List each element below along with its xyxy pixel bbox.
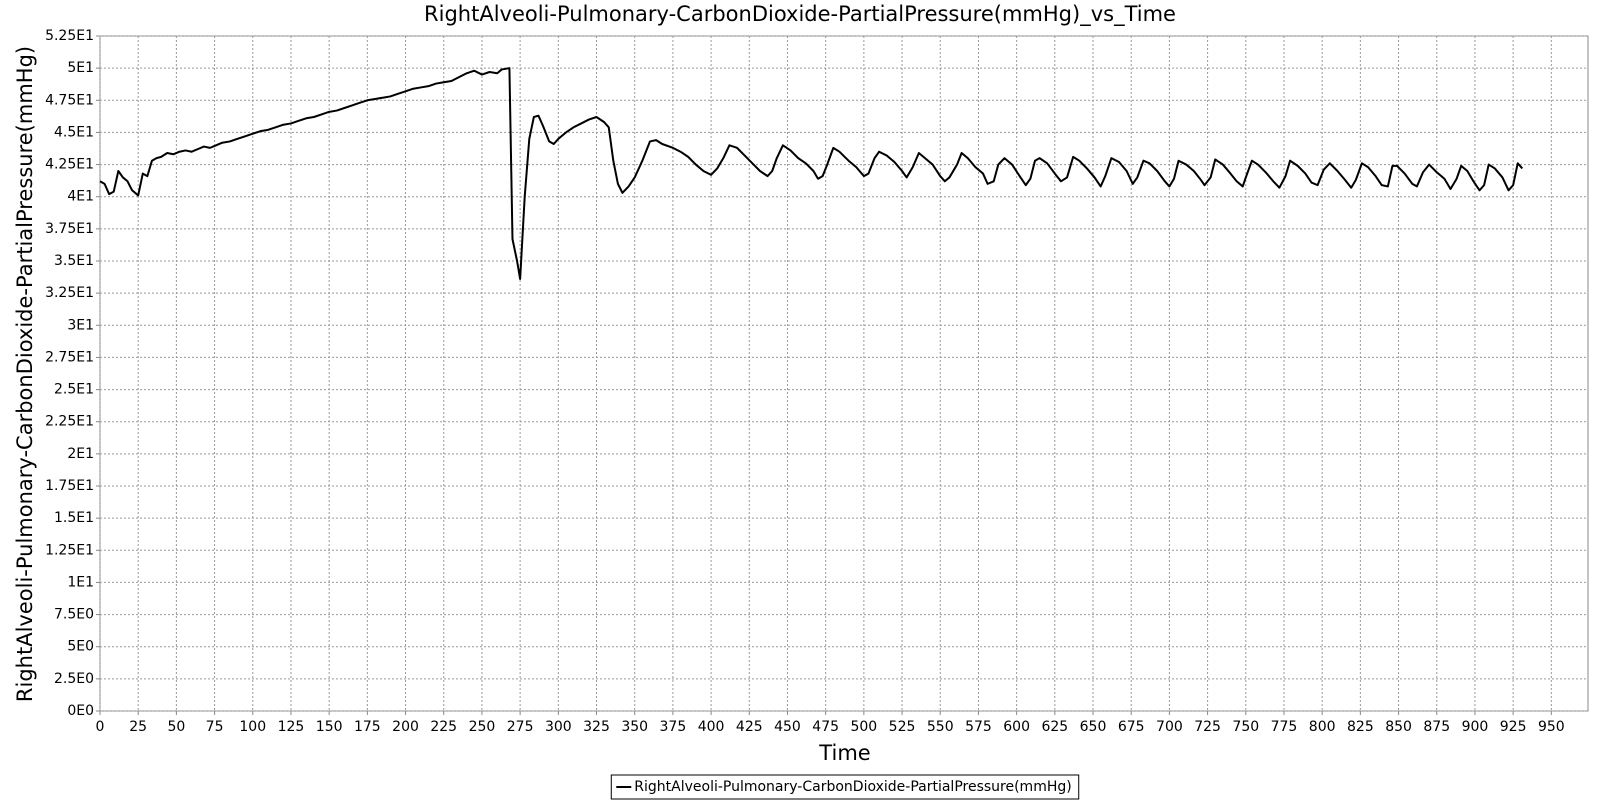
x-tick-label: 200 xyxy=(392,719,419,735)
y-tick-label: 3.25E1 xyxy=(45,285,94,301)
legend-box xyxy=(610,774,1080,800)
x-tick-label: 425 xyxy=(736,719,763,735)
y-tick-label: 3.75E1 xyxy=(45,221,94,237)
y-tick-label: 4.5E1 xyxy=(54,124,94,140)
x-tick-label: 525 xyxy=(889,719,916,735)
y-tick-label: 5E0 xyxy=(67,639,94,655)
x-tick-label: 675 xyxy=(1118,719,1145,735)
y-tick-label: 5E1 xyxy=(67,60,94,76)
x-tick-label: 75 xyxy=(206,719,224,735)
y-tick-label: 1E1 xyxy=(67,574,94,590)
x-tick-label: 800 xyxy=(1309,719,1336,735)
x-tick-label: 350 xyxy=(621,719,648,735)
x-tick-label: 750 xyxy=(1232,719,1259,735)
y-tick-label: 4.75E1 xyxy=(45,92,94,108)
y-tick-label: 1.5E1 xyxy=(54,510,94,526)
y-tick-label: 2.5E1 xyxy=(54,382,94,398)
data-line xyxy=(99,67,1524,280)
x-tick-label: 50 xyxy=(167,719,185,735)
y-tick-label: 1.75E1 xyxy=(45,478,94,494)
legend-label: RightAlveoli-Pulmonary-CarbonDioxide-Par… xyxy=(634,779,1071,795)
x-tick-label: 900 xyxy=(1462,719,1489,735)
y-tick-label: 0E0 xyxy=(67,703,94,719)
y-tick-label: 4E1 xyxy=(67,189,94,205)
x-tick-label: 275 xyxy=(507,719,534,735)
chart-title: RightAlveoli-Pulmonary-CarbonDioxide-Par… xyxy=(424,2,1176,27)
legend: RightAlveoli-Pulmonary-CarbonDioxide-Par… xyxy=(610,774,1080,800)
y-tick-label: 1.25E1 xyxy=(45,542,94,558)
x-tick-label: 725 xyxy=(1194,719,1221,735)
y-tick-label: 3E1 xyxy=(67,317,94,333)
y-tick-label: 2.25E1 xyxy=(45,414,94,430)
x-tick-label: 700 xyxy=(1156,719,1183,735)
x-tick-label: 625 xyxy=(1041,719,1068,735)
x-tick-label: 650 xyxy=(1080,719,1107,735)
x-tick-label: 175 xyxy=(354,719,381,735)
x-tick-label: 600 xyxy=(1003,719,1030,735)
y-tick-label: 5.25E1 xyxy=(45,28,94,44)
x-tick-label: 925 xyxy=(1500,719,1527,735)
x-axis-label: Time xyxy=(818,741,870,765)
x-tick-label: 875 xyxy=(1423,719,1450,735)
y-tick-label: 2E1 xyxy=(67,446,94,462)
x-tick-label: 0 xyxy=(96,719,105,735)
y-tick-label: 2.75E1 xyxy=(45,349,94,365)
x-tick-label: 25 xyxy=(129,719,147,735)
x-tick-label: 550 xyxy=(927,719,954,735)
x-tick-label: 375 xyxy=(660,719,687,735)
y-tick-label: 4.25E1 xyxy=(45,157,94,173)
x-tick-label: 450 xyxy=(774,719,801,735)
x-tick-label: 575 xyxy=(965,719,992,735)
y-tick-label: 7.5E0 xyxy=(54,607,94,623)
x-tick-label: 825 xyxy=(1347,719,1374,735)
plot-area xyxy=(99,35,1589,712)
x-tick-label: 225 xyxy=(430,719,457,735)
y-tick-label: 3.5E1 xyxy=(54,253,94,269)
x-tick-label: 500 xyxy=(850,719,877,735)
x-tick-label: 775 xyxy=(1271,719,1298,735)
x-tick-label: 475 xyxy=(812,719,839,735)
x-tick-label: 850 xyxy=(1385,719,1412,735)
x-tick-label: 150 xyxy=(316,719,343,735)
y-tick-label: 2.5E0 xyxy=(54,671,94,687)
y-axis-label: RightAlveoli-Pulmonary-CarbonDioxide-Par… xyxy=(13,46,37,702)
x-tick-label: 125 xyxy=(278,719,305,735)
x-tick-label: 300 xyxy=(545,719,572,735)
x-tick-label: 100 xyxy=(239,719,266,735)
x-tick-label: 400 xyxy=(698,719,725,735)
x-tick-label: 325 xyxy=(583,719,610,735)
x-tick-label: 950 xyxy=(1538,719,1565,735)
x-tick-label: 250 xyxy=(469,719,496,735)
